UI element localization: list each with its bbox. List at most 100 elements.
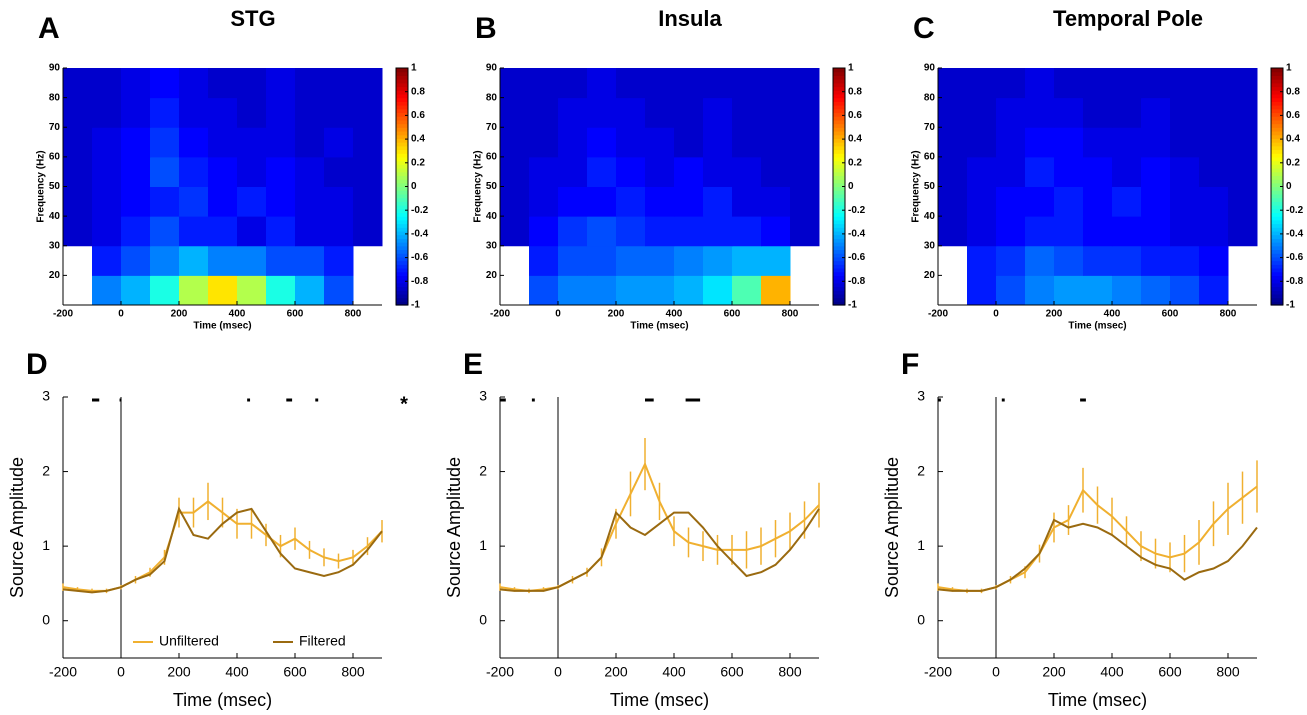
heatmap-cell (1141, 97, 1171, 128)
legend-label: Filtered (299, 633, 346, 649)
colorbar-segment (833, 205, 845, 210)
heatmap-cell (266, 275, 296, 306)
heatmap-cell (1170, 97, 1200, 128)
colorbar-segment (396, 238, 408, 243)
colorbar-tick-label: -0.6 (1286, 252, 1304, 263)
heatmap-cell (1112, 245, 1142, 276)
heatmap-cell (295, 97, 325, 128)
heatmap-cell (1054, 97, 1084, 128)
heatmap-cell (674, 127, 704, 158)
heatmap-cell (616, 68, 646, 99)
annotation: * (400, 393, 408, 415)
heatmap-cell (92, 216, 122, 247)
colorbar-segment (396, 171, 408, 176)
x-tick-label: 800 (1216, 664, 1240, 680)
heatmap-cell (587, 68, 617, 99)
colorbar-segment (1271, 75, 1283, 80)
heatmap-cell (1170, 275, 1200, 306)
colorbar-segment (833, 212, 845, 217)
heatmap-cell (1170, 245, 1200, 276)
colorbar-segment (1271, 123, 1283, 128)
heatmap-cell (121, 127, 151, 158)
x-tick-label: 0 (993, 309, 999, 320)
heatmap-cell (121, 216, 151, 247)
x-tick-label: -200 (49, 664, 77, 680)
x-tick-label: 600 (283, 664, 307, 680)
heatmap-cell (208, 216, 238, 247)
colorbar-segment (1271, 134, 1283, 139)
colorbar-tick-label: 0.8 (848, 86, 862, 97)
heatmap-cell (92, 127, 122, 158)
heatmap-cell (996, 186, 1026, 217)
colorbar-segment (1271, 97, 1283, 102)
heatmap-cell (558, 275, 588, 306)
colorbar-segment (1271, 108, 1283, 114)
heatmap-cell (1112, 216, 1142, 247)
heatmap-cell (616, 156, 646, 187)
heatmap-cell (1199, 216, 1229, 247)
colorbar-segment (396, 134, 408, 139)
colorbar-segment (396, 290, 408, 295)
colorbar-segment (1271, 301, 1283, 306)
heatmap-cell (324, 216, 354, 247)
heatmap-cell (703, 68, 733, 99)
x-tick-label: 200 (604, 664, 628, 680)
colorbar-segment (833, 267, 845, 273)
heatmap-cell (237, 216, 267, 247)
colorbar-segment (1271, 190, 1283, 195)
colorbar-segment (396, 212, 408, 217)
colorbar-segment (396, 223, 408, 228)
heatmap-cell (179, 245, 209, 276)
x-tick-label: 400 (229, 309, 246, 320)
heatmap-cell (266, 156, 296, 187)
colorbar-segment (1271, 79, 1283, 84)
heatmap-cell (295, 68, 325, 99)
heatmap-cell (353, 216, 383, 247)
colorbar-segment (396, 208, 408, 214)
heatmap-cell (674, 186, 704, 217)
colorbar-segment (396, 301, 408, 306)
y-tick-label: 70 (924, 122, 936, 133)
colorbar-segment (396, 190, 408, 195)
colorbar-segment (396, 119, 408, 125)
heatmap-cell (500, 68, 530, 99)
heatmap-cell (529, 216, 559, 247)
heatmap-cell (703, 97, 733, 128)
heatmap-cell (1083, 97, 1113, 128)
x-axis-title: Time (msec) (610, 690, 709, 710)
heatmap-cell (1083, 216, 1113, 247)
colorbar-segment (396, 167, 408, 173)
colorbar-segment (396, 271, 408, 276)
y-tick-label: 20 (924, 270, 936, 281)
heatmap-cell (92, 68, 122, 99)
y-tick-label: 70 (486, 122, 498, 133)
y-tick-label: 80 (486, 92, 498, 103)
colorbar-segment (1271, 271, 1283, 276)
colorbar-segment (1271, 175, 1283, 180)
y-tick-label: 70 (49, 122, 61, 133)
heatmap-cell (1141, 156, 1171, 187)
colorbar-segment (833, 105, 845, 110)
heatmap-cell (1112, 127, 1142, 158)
colorbar-segment (396, 123, 408, 128)
heatmap-cell (1025, 68, 1055, 99)
colorbar-segment (396, 197, 408, 202)
colorbar-segment (1271, 216, 1283, 221)
heatmap-cell (1199, 68, 1229, 99)
heatmap-cell (790, 216, 820, 247)
colorbar-segment (1271, 182, 1283, 188)
heatmap-cell (674, 245, 704, 276)
colorbar-segment (1271, 282, 1283, 288)
colorbar-segment (833, 286, 845, 291)
colorbar-segment (833, 175, 845, 180)
heatmap-cell (150, 245, 180, 276)
colorbar-segment (396, 179, 408, 184)
colorbar-segment (396, 253, 408, 258)
colorbar-segment (833, 167, 845, 173)
heatmap-cell (1112, 68, 1142, 99)
heatmap-cell (587, 275, 617, 306)
colorbar-segment (396, 279, 408, 284)
colorbar-segment (1271, 293, 1283, 299)
colorbar-segment (1271, 230, 1283, 236)
heatmap-cell (266, 186, 296, 217)
